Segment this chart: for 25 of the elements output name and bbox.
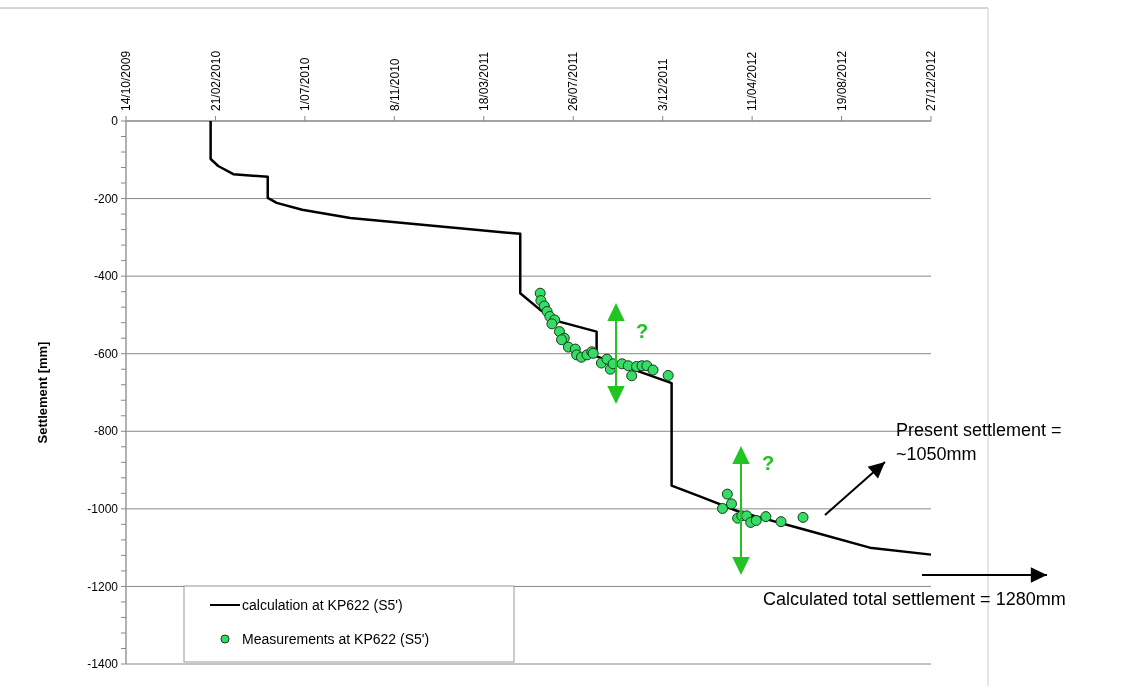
y-axis-title: Settlement [mm] — [35, 341, 50, 444]
y-tick-label: -800 — [93, 424, 119, 439]
annotation: Present settlement = ~1050mm — [896, 420, 1062, 464]
x-tick-label: 11/04/2012 — [745, 51, 760, 111]
x-tick-label: 8/11/2010 — [387, 58, 402, 111]
annotation: Calculated total settlement = 1280mm — [763, 589, 1066, 609]
x-tick-label: 3/12/2011 — [655, 58, 670, 111]
y-tick-label: -1200 — [87, 579, 119, 594]
x-tick-label: 21/02/2010 — [208, 50, 223, 111]
y-tick-label: 0 — [111, 114, 119, 129]
annotation: ? — [636, 320, 649, 342]
x-tick-label: 27/12/2012 — [924, 50, 939, 111]
y-tick-label: -1400 — [87, 657, 119, 672]
y-tick-label: -1000 — [87, 502, 119, 517]
x-tick-label: 14/10/2009 — [119, 50, 134, 111]
x-tick-label: 18/03/2011 — [476, 51, 491, 111]
x-tick-label: 26/07/2011 — [566, 51, 581, 111]
y-tick-label: -400 — [93, 269, 119, 284]
y-tick-label: -600 — [93, 346, 119, 361]
x-tick-label: 19/08/2012 — [834, 50, 849, 111]
y-tick-label: -200 — [93, 191, 119, 206]
legend-label: Measurements at KP622 (S5') — [242, 630, 430, 647]
annotation: ? — [762, 452, 775, 474]
legend-label: calculation at KP622 (S5') — [242, 596, 403, 613]
x-tick-label: 1/07/2010 — [298, 57, 313, 111]
